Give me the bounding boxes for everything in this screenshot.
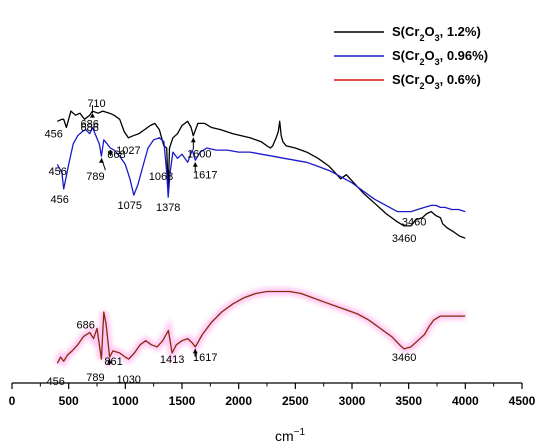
x-tick-label: 500 xyxy=(59,394,79,408)
x-tick-label: 1500 xyxy=(169,394,196,408)
legend-label-part: S(Cr xyxy=(392,72,419,87)
peak-label: 1413 xyxy=(160,354,184,366)
legend-label-part: 2 xyxy=(419,57,424,67)
series-line-3 xyxy=(56,290,466,364)
peak-arrowhead xyxy=(192,348,198,354)
series-line-2 xyxy=(56,126,466,213)
x-tick-label: 1000 xyxy=(112,394,139,408)
legend-label-part: 3 xyxy=(435,81,440,91)
peak-label: 456 xyxy=(47,376,65,388)
legend-label-part: O xyxy=(424,72,434,87)
peak-label: 868 xyxy=(107,149,125,161)
peak-label: 3460 xyxy=(392,352,416,364)
legend-label-part: , 1.2%) xyxy=(440,24,481,39)
spectrum-lines-layer xyxy=(56,110,466,364)
x-axis-title-exponent: −1 xyxy=(294,427,306,438)
x-tick-label: 0 xyxy=(9,394,16,408)
peak-arrowhead xyxy=(98,158,104,163)
peak-label: 3460 xyxy=(402,217,426,229)
peak-label: 1617 xyxy=(193,169,217,181)
legend-label-part: O xyxy=(424,48,434,63)
peak-arrowhead xyxy=(192,162,198,167)
legend-label-part: 3 xyxy=(435,57,440,67)
legend-label-part: O xyxy=(424,24,434,39)
peak-label: 456 xyxy=(45,128,63,140)
x-tick-label: 3000 xyxy=(339,394,366,408)
series-line-1 xyxy=(57,110,466,239)
legend-label-part: , 0.96%) xyxy=(440,48,488,63)
peak-arrowhead xyxy=(190,137,196,143)
peak-label: 1600 xyxy=(187,149,211,161)
peak-label: 710 xyxy=(87,98,105,110)
peak-arrowhead xyxy=(107,359,113,364)
peak-label: 1027 xyxy=(116,145,140,157)
peak-label: 686 xyxy=(81,119,99,131)
peak-label: 1075 xyxy=(118,200,142,212)
legend-label-part: 2 xyxy=(419,33,424,43)
legend-label: S(Cr2O3, 1.2%) xyxy=(392,24,481,43)
peak-label: 686 xyxy=(81,122,99,134)
peak-label: 686 xyxy=(77,320,95,332)
legend-label-part: 3 xyxy=(435,33,440,43)
peak-arrowhead xyxy=(89,113,95,118)
x-axis-title: cm−1 xyxy=(275,427,306,444)
x-tick-label: 3500 xyxy=(395,394,422,408)
peak-label: 456 xyxy=(49,166,67,178)
peak-label: 789 xyxy=(86,372,104,384)
x-axis: cm−1 0 500 1000 1500 2000 2500 3000 3500 4000 450… xyxy=(9,382,536,444)
peak-label: 1617 xyxy=(193,352,217,364)
peak-label: 789 xyxy=(86,171,104,183)
legend-label-part: 2 xyxy=(419,81,424,91)
legend-label: S(Cr2O3, 0.6%) xyxy=(392,72,481,91)
peak-label: 456 xyxy=(51,194,69,206)
legend-label-part: S(Cr xyxy=(392,48,419,63)
peak-label: 1030 xyxy=(116,374,140,386)
peak-arrowhead xyxy=(107,150,113,155)
x-tick-label: 2500 xyxy=(282,394,309,408)
peak-label: 1378 xyxy=(156,202,180,214)
x-axis-title-unit: cm xyxy=(275,428,294,444)
peak-label: 3460 xyxy=(392,233,416,245)
x-tick-label: 4000 xyxy=(452,394,479,408)
x-tick-label: 2000 xyxy=(225,394,252,408)
peak-label: 1068 xyxy=(149,171,173,183)
x-tick-label: 4500 xyxy=(509,394,536,408)
legend-label: S(Cr2O3, 0.96%) xyxy=(392,48,488,67)
legend-label-part: S(Cr xyxy=(392,24,419,39)
peak-label: 861 xyxy=(104,356,122,368)
legend-label-part: , 0.6%) xyxy=(440,72,481,87)
legend: S(Cr2O3, 1.2%)S(Cr2O3, 0.96%)S(Cr2O3, 0.… xyxy=(334,24,488,91)
